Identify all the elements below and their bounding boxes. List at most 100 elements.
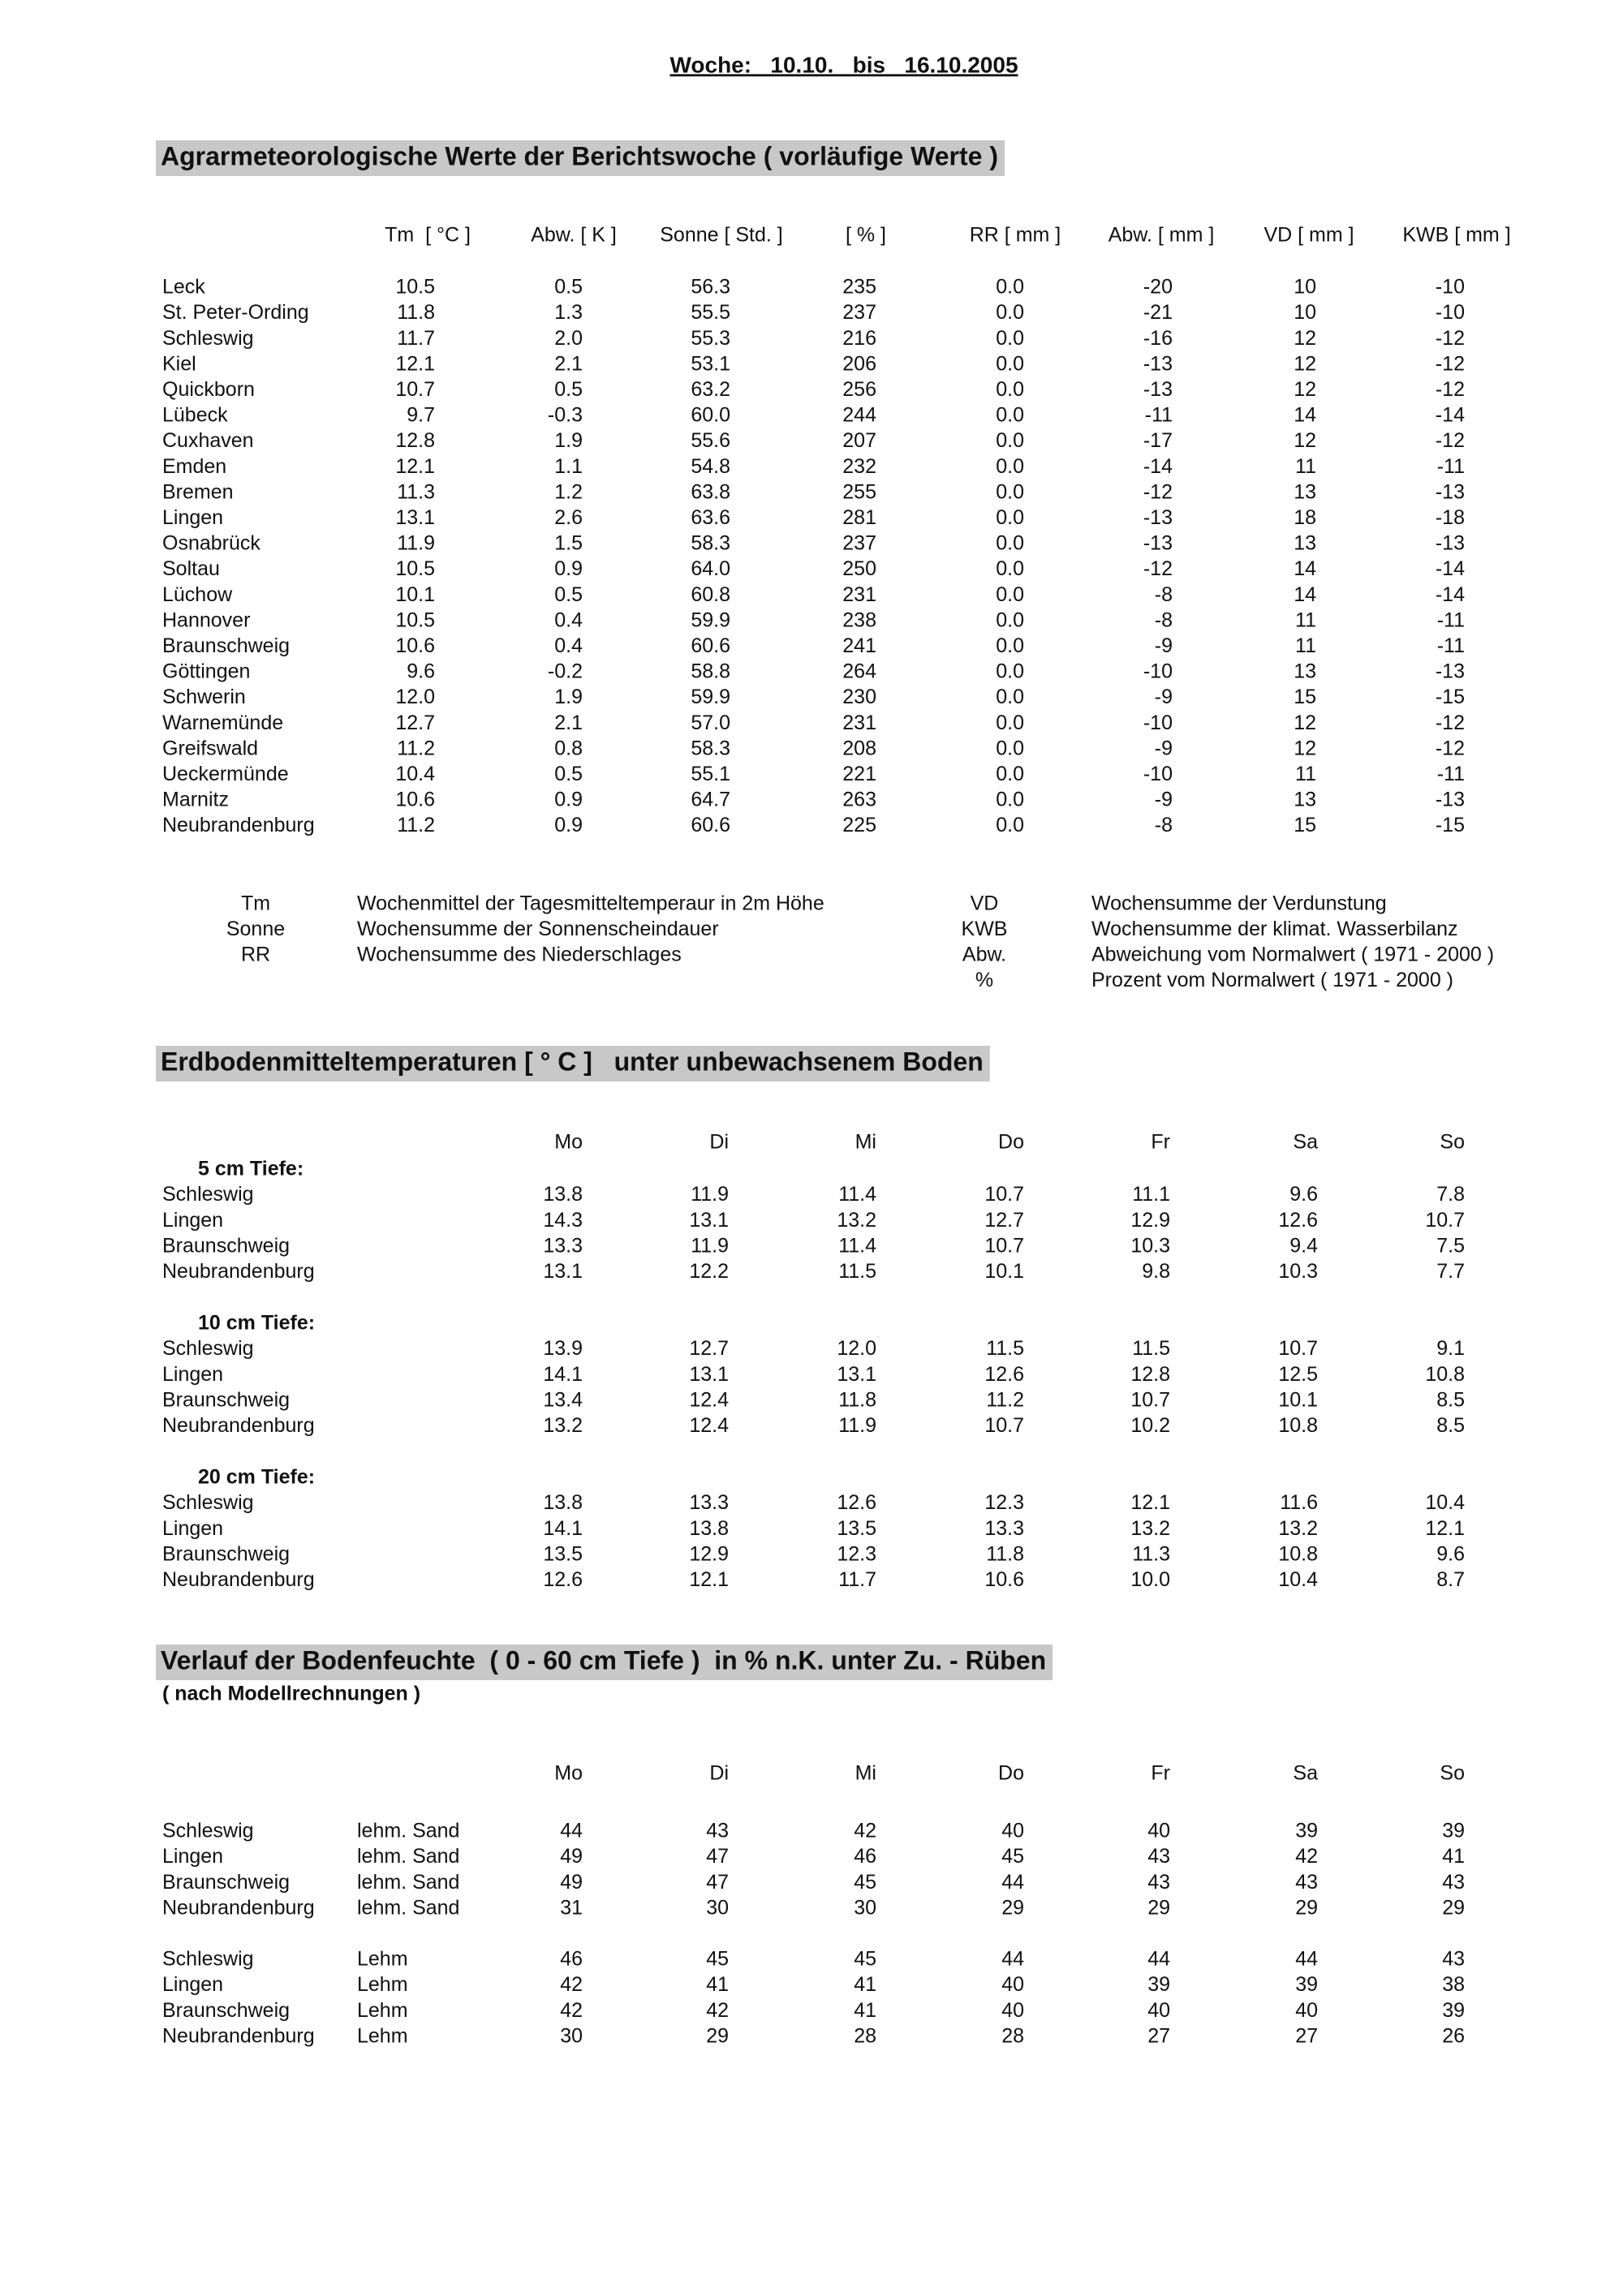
table-cell: 232 [842,455,876,478]
table-cell: 0.9 [554,789,583,811]
table-cell: 1.9 [554,686,583,708]
table-cell: -15 [1436,686,1465,708]
table-cell: 11.9 [397,532,435,555]
table-cell: 221 [842,763,876,785]
table-cell: 0.0 [996,634,1024,657]
table-cell: 12 [1294,712,1316,734]
table-cell: 13.5 [837,1517,876,1540]
table-cell: 11.4 [838,1234,876,1257]
table-cell: 13.8 [689,1517,729,1540]
day-header: Fr [1151,1131,1170,1154]
table-cell: -9 [1155,634,1173,657]
day-header: Mi [855,1131,876,1154]
heading-background [156,1645,1053,1680]
table-cell: -0.2 [548,660,583,683]
table-cell: 11.8 [838,1388,876,1411]
station-name: Cuxhaven [162,429,254,452]
table-cell: 60.0 [691,404,730,427]
table-cell: -12 [1143,557,1173,580]
table-cell: -12 [1436,737,1465,759]
table-cell: 39 [1442,1999,1465,2022]
table-cell: -21 [1143,301,1173,324]
column-header: Tm [ °C ] [385,224,471,247]
station-name: Greifswald [162,737,258,759]
table-cell: -20 [1143,276,1173,299]
table-cell: 13.1 [689,1363,729,1386]
table-cell: 12 [1294,737,1316,759]
table-cell: 13.1 [837,1363,876,1386]
table-cell: 13.2 [1278,1517,1318,1540]
table-cell: 8.7 [1436,1568,1465,1591]
table-cell: 250 [842,557,876,580]
column-header: RR [ mm ] [970,224,1061,247]
table-cell: -12 [1436,352,1465,375]
table-cell: 10.3 [1130,1234,1170,1257]
day-header: Do [998,1762,1024,1785]
table-cell: 43 [1147,1845,1170,1868]
table-cell: 11.9 [691,1234,729,1257]
legend-abbr: Abw. [962,943,1006,965]
table-cell: 39 [1147,1973,1170,1996]
depth-label: 20 cm Tiefe: [198,1466,315,1489]
table-cell: 55.1 [691,763,730,785]
table-cell: 12.2 [689,1260,729,1283]
table-cell: -8 [1155,608,1173,631]
table-cell: 44 [1001,1871,1024,1894]
table-cell: -13 [1143,352,1173,375]
table-cell: 0.4 [554,608,583,631]
table-cell: 42 [560,1973,583,1996]
table-cell: 11.3 [1132,1542,1170,1565]
table-cell: 10.2 [1130,1414,1170,1437]
table-cell: 58.8 [691,660,730,683]
table-cell: 10.5 [395,608,435,631]
table-cell: 0.0 [996,660,1024,683]
day-header: Di [709,1762,729,1785]
table-cell: -9 [1155,737,1173,759]
table-cell: -11 [1437,763,1465,785]
table-cell: 12 [1294,378,1316,401]
table-cell: 14 [1294,557,1316,580]
table-cell: 45 [854,1871,876,1894]
table-cell: 49 [560,1871,583,1894]
table-cell: -14 [1436,404,1465,427]
soil-type: lehm. Sand [357,1845,459,1868]
table-cell: -11 [1437,455,1465,478]
table-cell: 0.0 [996,789,1024,811]
table-cell: 13 [1294,789,1316,811]
table-cell: 11.5 [986,1337,1024,1360]
table-cell: 41 [854,1973,876,1996]
table-cell: 263 [842,789,876,811]
table-cell: 10.7 [1130,1388,1170,1411]
legend-text: Wochensumme des Niederschlages [357,943,682,965]
table-cell: 10.4 [1425,1491,1465,1514]
table-cell: 208 [842,737,876,759]
table-cell: 237 [842,301,876,324]
table-cell: 10.7 [984,1414,1024,1437]
legend-abbr: Tm [241,892,270,915]
table-cell: 0.0 [996,429,1024,452]
station-name: Schleswig [162,1948,254,1971]
table-cell: 44 [560,1820,583,1842]
table-cell: 1.2 [554,480,583,503]
table-cell: 2.1 [554,352,583,375]
soil-type: lehm. Sand [357,1871,459,1894]
table-cell: 0.0 [996,276,1024,299]
table-cell: 11.8 [986,1542,1024,1565]
table-cell: 13.2 [837,1209,876,1232]
table-cell: 13.1 [543,1260,583,1283]
table-cell: -13 [1436,660,1465,683]
table-cell: 31 [560,1896,583,1919]
table-cell: 10.5 [395,557,435,580]
table-cell: 12.7 [395,712,435,734]
table-cell: 0.0 [996,557,1024,580]
table-cell: 41 [1442,1845,1465,1868]
table-cell: -12 [1436,429,1465,452]
table-cell: 10.8 [1278,1414,1318,1437]
table-cell: 60.6 [691,634,730,657]
day-header: Fr [1151,1762,1170,1785]
station-name: Osnabrück [162,532,260,555]
table-cell: 58.3 [691,532,730,555]
table-cell: 56.3 [691,276,730,299]
table-cell: 12 [1294,327,1316,350]
